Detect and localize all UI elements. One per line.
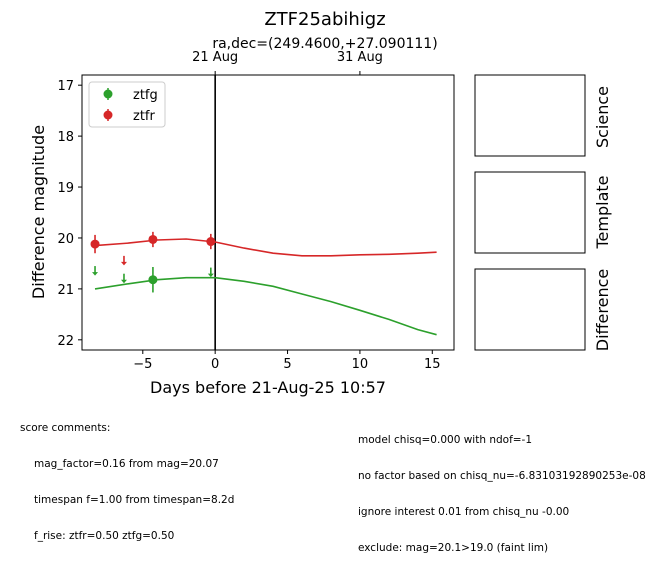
y-tick-label: 21: [57, 283, 74, 298]
chart-title: ZTF25abihigz: [264, 9, 385, 30]
score-comments: score comments: mag_factor=0.16 from mag…: [20, 398, 234, 554]
x-tick-label: 5: [283, 357, 291, 372]
upper-limit-arrow-ztfg: [207, 273, 214, 278]
model-curve-ztfr: [94, 238, 437, 257]
y-tick-label: 19: [57, 181, 74, 196]
y-tick-label: 18: [57, 130, 74, 145]
legend-label-ztfr: ztfr: [133, 109, 155, 124]
legend-marker-ztfr: [103, 110, 113, 120]
x-tick-label: −5: [133, 357, 152, 372]
template-cutout-panel: [474, 171, 586, 254]
x-axis-label: Days before 21-Aug-25 10:57: [150, 378, 386, 397]
legend-marker-ztfg: [103, 89, 113, 99]
y-axis-label: Difference magnitude: [29, 125, 48, 299]
plot-area: [81, 74, 455, 351]
upper-limit-arrow-ztfg: [120, 279, 127, 284]
science-cutout-panel: [474, 74, 586, 157]
chart-subtitle: ra,dec=(249.4600,+27.090111): [212, 36, 437, 52]
x-tick-label: 15: [424, 357, 441, 372]
light-curve-figure: ZTF25abihigz ra,dec=(249.4600,+27.090111…: [29, 9, 612, 397]
score-comment-line: f_rise: ztfr=0.50 ztfg=0.50: [34, 530, 175, 542]
model-comment-line: ignore interest 0.01 from chisq_nu -0.00: [358, 506, 570, 518]
score-comments-header: score comments:: [20, 422, 111, 434]
top-tick-label: 31 Aug: [337, 50, 383, 65]
score-comment-line: mag_factor=0.16 from mag=20.07: [34, 458, 219, 470]
y-tick-label: 22: [57, 334, 74, 349]
model-comments: model chisq=0.000 with ndof=-1 no factor…: [358, 410, 648, 566]
model-comment-line: no factor based on chisq_nu=-6.831031928…: [358, 470, 646, 482]
science-panel-label: Science: [593, 86, 612, 148]
detection-point-ztfr: [148, 234, 158, 244]
legend: ztfg ztfr: [88, 81, 166, 128]
y-tick-label: 20: [57, 232, 74, 247]
detection-point-ztfr: [206, 237, 216, 247]
x-tick-label: 0: [211, 357, 219, 372]
detection-point-ztfg: [148, 275, 158, 285]
model-comment-line: exclude: mag=20.1>19.0 (faint lim): [358, 542, 549, 554]
difference-cutout-panel: [474, 268, 586, 351]
upper-limit-arrow-ztfr: [120, 261, 127, 266]
model-curves: [94, 238, 437, 336]
top-date-axis: 21 Aug 31 Aug: [192, 50, 383, 75]
top-tick-label: 21 Aug: [192, 50, 238, 65]
model-curve-ztfg: [94, 276, 437, 336]
model-comment-line: model chisq=0.000 with ndof=-1: [358, 434, 533, 446]
template-panel-label: Template: [593, 175, 612, 249]
x-axis: −5 0 5 10 15: [133, 350, 441, 372]
score-comment-line: timespan f=1.00 from timespan=8.2d: [34, 494, 235, 506]
difference-panel-label: Difference: [593, 269, 612, 351]
detection-point-ztfr: [90, 239, 100, 249]
y-tick-label: 17: [57, 79, 74, 94]
y-axis: 17 18 19 20 21 22: [57, 79, 82, 349]
data-points: [90, 231, 216, 293]
upper-limit-arrow-ztfg: [92, 272, 99, 276]
x-tick-label: 10: [352, 357, 369, 372]
legend-label-ztfg: ztfg: [133, 88, 158, 103]
